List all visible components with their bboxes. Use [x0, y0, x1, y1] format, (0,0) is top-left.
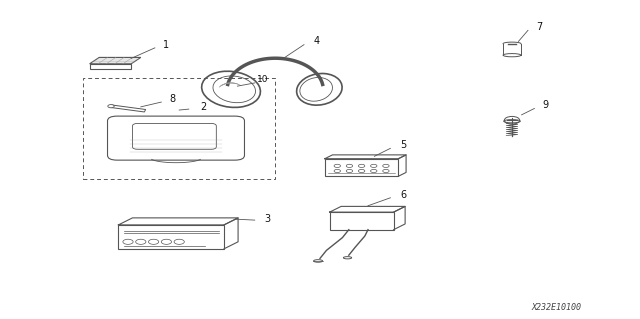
Bar — [324, 159, 398, 176]
Text: 1: 1 — [163, 40, 170, 50]
Text: 7: 7 — [536, 22, 543, 32]
Text: X232E10100: X232E10100 — [532, 303, 582, 312]
Text: 10: 10 — [257, 75, 268, 84]
Text: 5: 5 — [400, 140, 406, 150]
Bar — [83, 78, 275, 179]
Text: 8: 8 — [170, 94, 176, 104]
Circle shape — [108, 105, 114, 108]
Bar — [330, 212, 394, 230]
Bar — [118, 225, 224, 249]
Text: 2: 2 — [200, 102, 206, 112]
Text: 4: 4 — [314, 36, 320, 47]
Text: 6: 6 — [400, 189, 406, 200]
Text: 3: 3 — [264, 214, 271, 225]
Text: 9: 9 — [543, 100, 549, 110]
